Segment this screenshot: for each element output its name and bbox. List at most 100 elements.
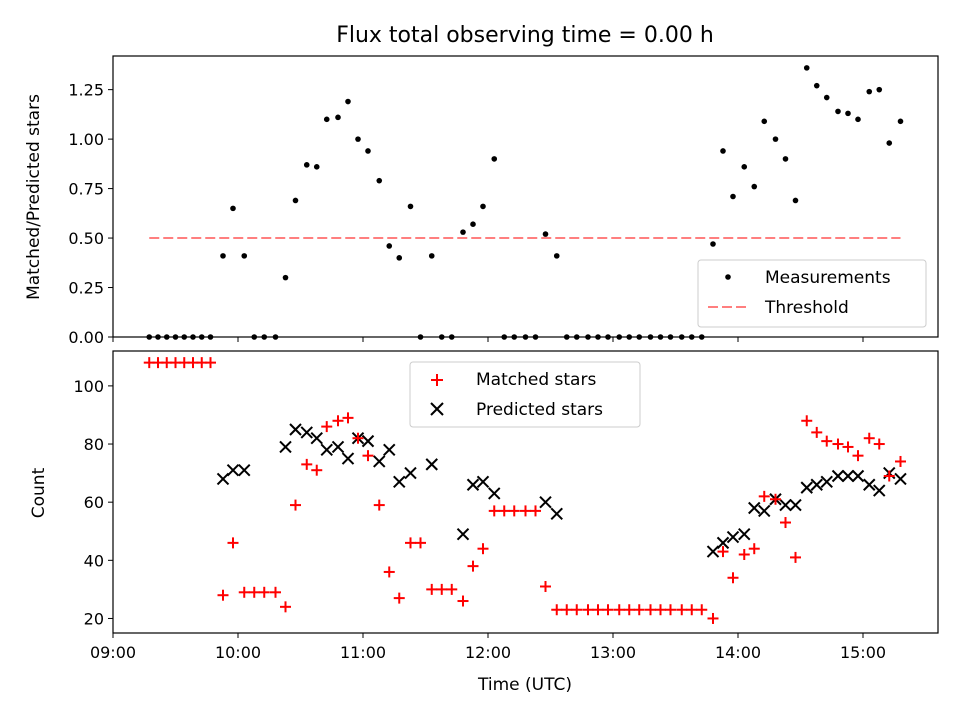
predicted-stars-marker xyxy=(738,527,751,541)
matched-stars-marker xyxy=(488,505,500,517)
matched-stars-marker xyxy=(280,601,291,613)
measurement-points xyxy=(146,65,904,340)
matched-stars-marker xyxy=(530,505,541,517)
matched-stars-marker xyxy=(645,604,656,616)
matched-stars-marker xyxy=(352,432,364,444)
top-y-tick-label: 1.25 xyxy=(68,81,104,100)
measurement-point xyxy=(792,197,799,204)
measurement-point xyxy=(803,65,810,71)
matched-stars-marker xyxy=(498,505,510,517)
measurement-point xyxy=(428,253,435,259)
matched-stars-marker xyxy=(457,595,469,607)
matched-stars-marker xyxy=(863,432,875,444)
predicted-stars-marker xyxy=(300,426,313,439)
bottom-x-tick-label: 13:00 xyxy=(590,643,636,662)
matched-stars-marker xyxy=(790,551,801,563)
predicted-stars-marker xyxy=(841,469,855,483)
bottom-y-ticks: 20 40 60 80 100 xyxy=(73,377,113,628)
top-legend-box xyxy=(697,259,927,328)
predicted-stars-marker xyxy=(716,536,730,550)
predicted-stars-marker xyxy=(476,475,490,489)
matched-stars-marker xyxy=(707,612,719,624)
measurement-point xyxy=(355,136,361,142)
legend-predicted-marker xyxy=(430,402,444,416)
measurement-point xyxy=(845,110,851,117)
matched-stars-marker xyxy=(520,505,531,517)
matched-stars-marker xyxy=(801,415,813,427)
matched-stars-marker xyxy=(477,543,489,555)
measurement-point xyxy=(823,94,830,101)
predicted-stars-marker xyxy=(425,458,438,471)
matched-stars-marker xyxy=(842,441,854,453)
matched-stars-marker xyxy=(415,537,426,549)
predicted-stars-marker xyxy=(550,507,563,521)
measurement-point xyxy=(813,82,820,89)
predicted-stars-marker xyxy=(488,487,501,500)
predicted-stars-marker xyxy=(361,434,375,448)
measurement-point xyxy=(396,255,403,261)
predicted-stars-marker xyxy=(466,478,480,491)
predicted-stars-marker xyxy=(310,432,323,445)
predicted-stars-marker xyxy=(758,504,771,518)
matched-stars-marker xyxy=(540,580,551,592)
measurement-point xyxy=(553,253,560,259)
measurement-point xyxy=(835,108,841,115)
matched-stars-marker xyxy=(738,549,750,561)
top-plot-frame xyxy=(112,55,939,338)
matched-stars-marker xyxy=(758,490,770,502)
matched-stars-marker xyxy=(301,458,313,470)
legend-matched-label: Matched stars xyxy=(476,370,596,390)
matched-stars-marker xyxy=(217,589,229,601)
bottom-plot-frame xyxy=(112,350,939,634)
measurement-point xyxy=(866,88,873,95)
matched-stars-marker xyxy=(467,560,479,572)
matched-stars-marker xyxy=(696,604,708,616)
measurement-point xyxy=(897,118,904,125)
predicted-stars-marker xyxy=(216,472,230,486)
measurement-point xyxy=(876,86,883,93)
top-y-tick-label: 0.50 xyxy=(68,229,104,248)
matched-stars-marker xyxy=(895,455,906,467)
bottom-legend: Matched stars Predicted stars xyxy=(409,361,641,428)
predicted-stars-marker xyxy=(331,440,345,454)
predicted-stars-marker xyxy=(789,498,802,512)
matched-stars-marker xyxy=(508,505,520,517)
bottom-x-tick-label: 09:00 xyxy=(90,643,136,662)
top-y-tick-label: 0.00 xyxy=(68,328,104,347)
matched-stars-marker xyxy=(717,546,729,558)
predicted-stars-marker xyxy=(894,472,907,486)
matched-stars-marker xyxy=(592,604,604,616)
top-chart-title: Flux total observing time = 0.00 h xyxy=(336,23,714,48)
top-chart: Flux total observing time = 0.00 h Match… xyxy=(24,23,939,347)
measurement-point xyxy=(386,243,393,249)
matched-stars-marker xyxy=(446,583,458,595)
bottom-x-tick-label: 15:00 xyxy=(840,643,886,662)
measurement-point xyxy=(230,205,236,212)
top-y-tick-label: 0.75 xyxy=(68,180,104,199)
predicted-stars-marker xyxy=(539,495,552,509)
measurement-point xyxy=(376,177,383,184)
matched-stars-marker xyxy=(321,421,333,433)
predicted-stars-marker xyxy=(289,423,302,436)
measurement-point xyxy=(470,221,476,228)
predicted-stars-marker xyxy=(404,466,417,480)
top-legend: Measurements Threshold xyxy=(697,259,927,328)
matched-stars-marker xyxy=(551,604,563,616)
matched-stars-marker xyxy=(613,604,625,616)
measurement-point xyxy=(345,98,351,105)
matched-stars-marker xyxy=(852,450,864,462)
matched-stars-marker xyxy=(270,586,281,598)
measurement-point xyxy=(323,116,330,123)
matched-stars-marker xyxy=(238,586,250,598)
measurement-point xyxy=(335,114,341,121)
bottom-y-tick-label: 80 xyxy=(84,435,104,454)
measurement-point xyxy=(292,197,299,204)
predicted-stars-marker xyxy=(863,478,876,491)
matched-stars-marker xyxy=(582,604,594,616)
measurement-point xyxy=(761,118,768,125)
predicted-stars-marker xyxy=(393,475,406,489)
matched-stars-marker xyxy=(770,493,781,505)
measurement-point xyxy=(730,193,736,200)
matched-stars-marker xyxy=(393,592,405,604)
bottom-y-tick-label: 40 xyxy=(84,551,104,570)
